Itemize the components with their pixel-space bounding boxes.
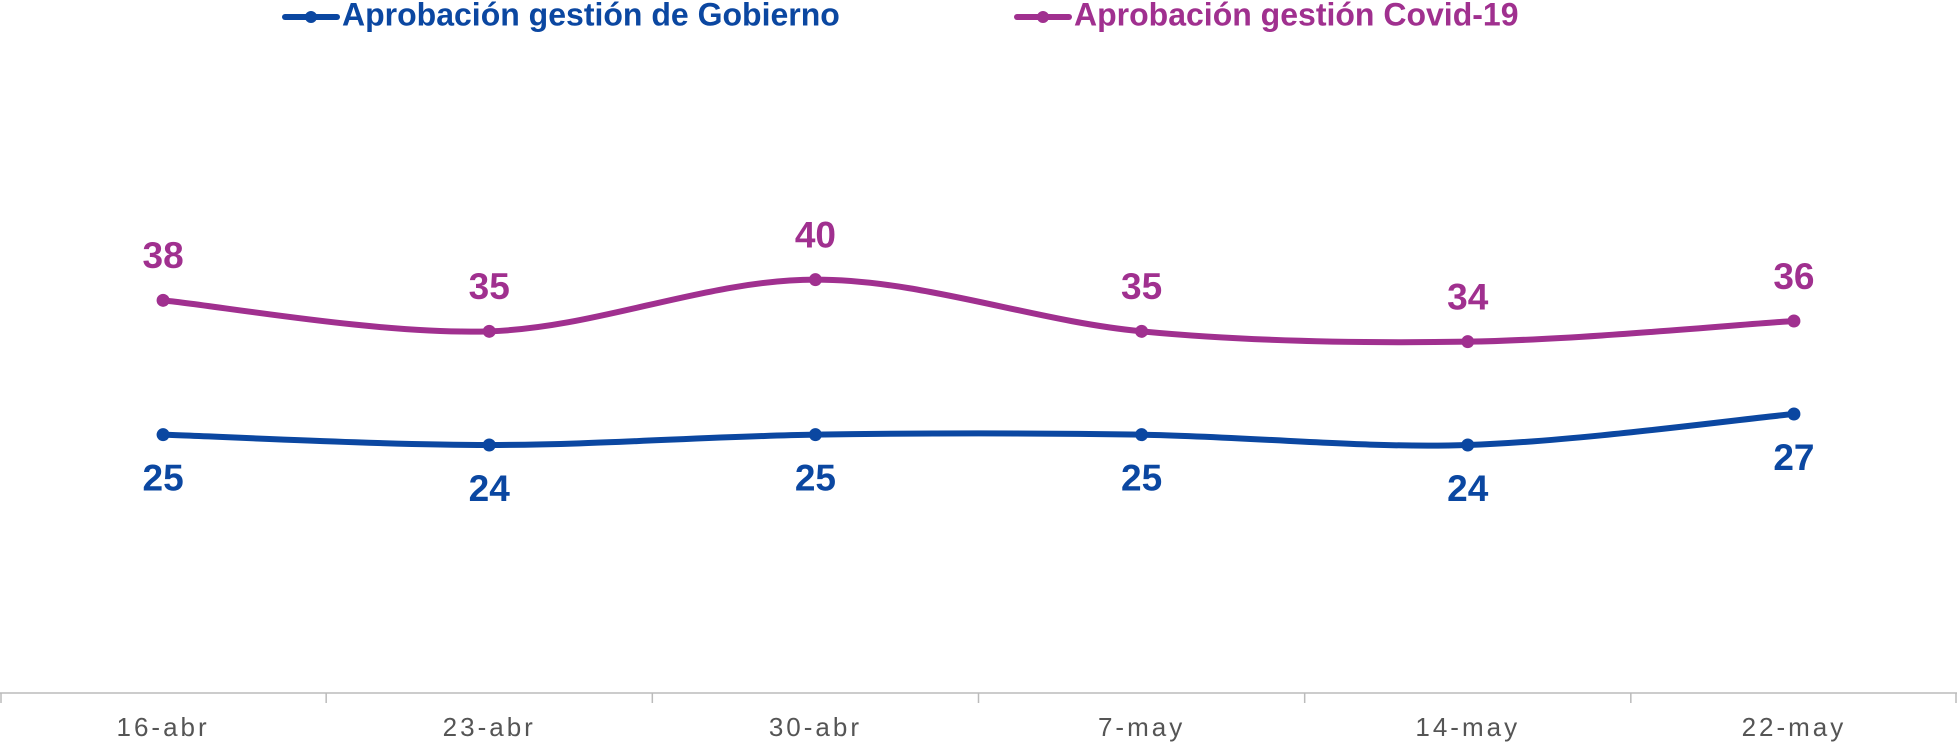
data-label: 40 [795,214,836,255]
data-label: 25 [143,457,184,498]
data-point [808,273,822,287]
data-point [1787,407,1801,421]
x-tick-label: 16-abr [117,712,210,742]
data-point [482,324,496,338]
x-tick-label: 30-abr [769,712,862,742]
series-line [162,411,1795,449]
data-point [1461,335,1475,349]
data-label: 24 [469,468,511,509]
x-tick-label: 22-may [1742,712,1847,742]
data-point [1135,324,1149,338]
data-label: 35 [469,266,510,307]
data-label: 25 [795,457,836,498]
data-label: 27 [1773,437,1814,478]
data-label: 24 [1447,468,1489,509]
data-label: 34 [1447,276,1489,317]
x-tick-label: 7-may [1098,712,1185,742]
data-point [1787,314,1801,328]
x-tick-label: 14-may [1415,712,1520,742]
legend-label: Aprobación gestión de Gobierno [342,0,840,32]
data-label: 36 [1773,256,1814,297]
data-point [1461,438,1475,452]
series-line [162,276,1795,346]
data-label: 35 [1121,266,1162,307]
data-point [1135,428,1149,442]
data-point [156,293,170,307]
data-label: 38 [143,235,184,276]
data-point [156,428,170,442]
data-point [808,428,822,442]
legend-marker [1037,11,1049,23]
data-label: 25 [1121,457,1162,498]
legend-label: Aprobación gestión Covid-19 [1074,0,1518,32]
x-tick-label: 23-abr [443,712,536,742]
legend-marker [305,11,317,23]
data-point [482,438,496,452]
